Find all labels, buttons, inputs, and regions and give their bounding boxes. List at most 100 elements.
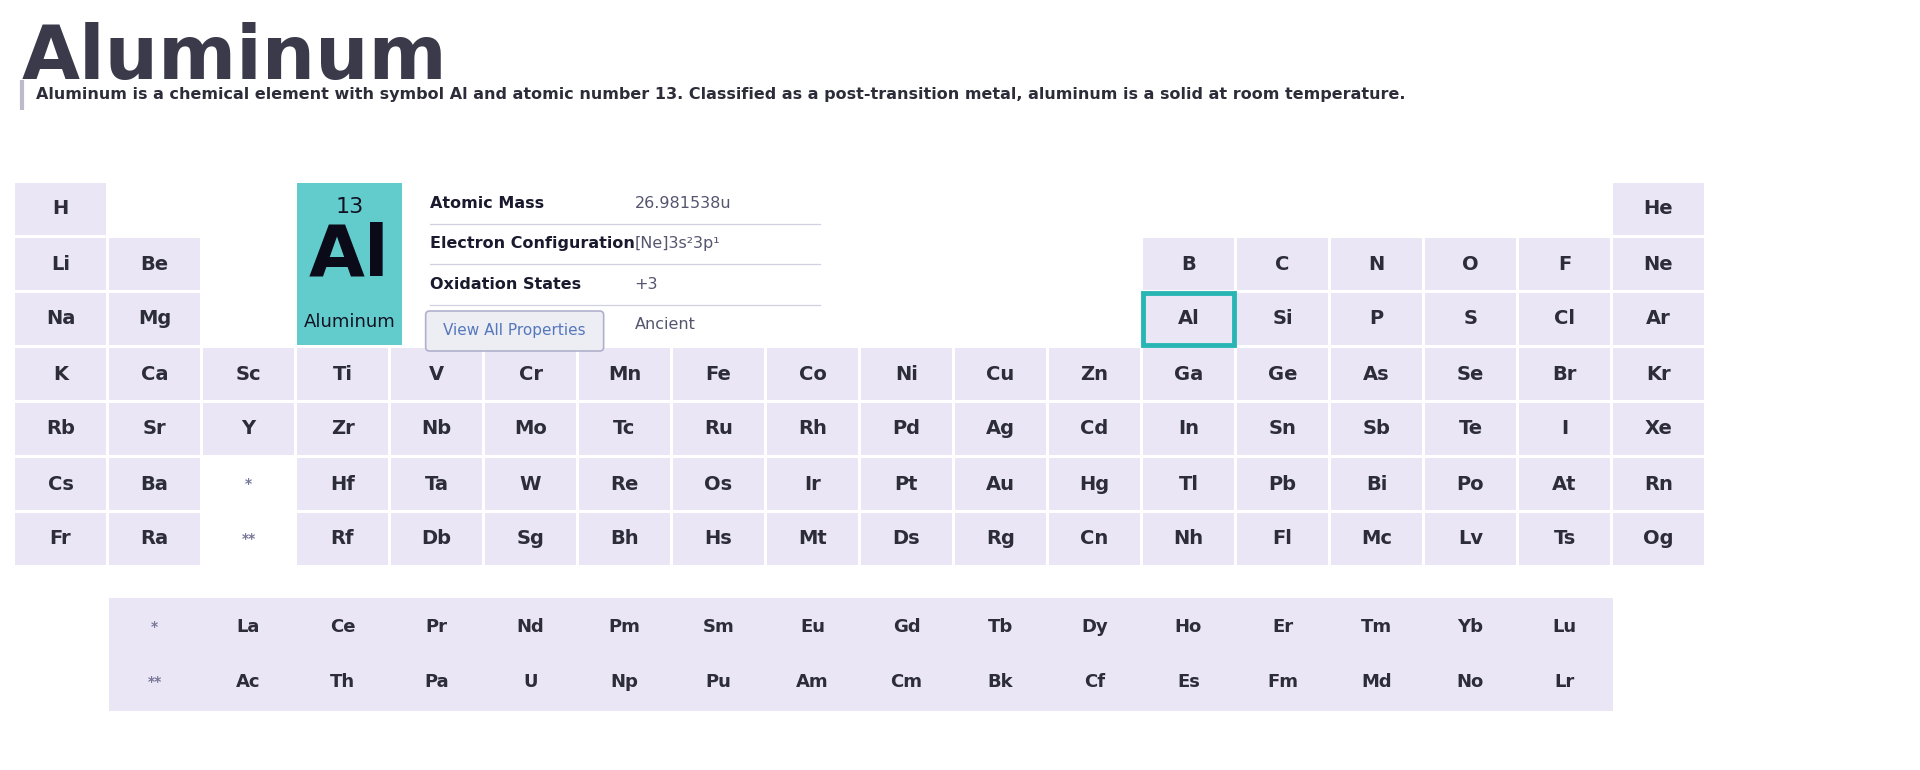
Bar xyxy=(204,601,294,653)
Text: Tc: Tc xyxy=(612,420,636,438)
Bar xyxy=(1331,601,1423,653)
Text: Te: Te xyxy=(1459,420,1482,438)
Text: Br: Br xyxy=(1551,364,1576,383)
Bar xyxy=(580,348,670,400)
Text: Sr: Sr xyxy=(142,420,167,438)
Bar xyxy=(1142,403,1235,455)
Bar xyxy=(392,348,482,400)
Text: C: C xyxy=(1275,255,1290,273)
Bar xyxy=(1425,238,1517,290)
Bar xyxy=(109,403,200,455)
Bar xyxy=(1519,601,1611,653)
Text: At: At xyxy=(1551,474,1576,494)
Bar xyxy=(298,458,388,510)
Text: Nd: Nd xyxy=(516,618,545,636)
Bar xyxy=(1425,513,1517,565)
Text: Mg: Mg xyxy=(138,310,171,329)
Text: Si: Si xyxy=(1273,310,1292,329)
Bar xyxy=(674,458,764,510)
Text: Sm: Sm xyxy=(703,618,733,636)
Bar xyxy=(1142,656,1235,708)
Text: Tm: Tm xyxy=(1361,618,1392,636)
Text: Zr: Zr xyxy=(330,420,355,438)
Text: Re: Re xyxy=(611,474,639,494)
Bar xyxy=(674,656,764,708)
Bar xyxy=(580,513,670,565)
Text: *: * xyxy=(246,477,252,491)
Text: Mc: Mc xyxy=(1361,530,1392,548)
Bar xyxy=(1613,293,1705,345)
Bar xyxy=(766,348,858,400)
Text: Mo: Mo xyxy=(515,420,547,438)
Bar xyxy=(1331,403,1423,455)
Bar xyxy=(15,238,106,290)
Bar xyxy=(298,348,388,400)
Bar xyxy=(1142,293,1235,345)
Bar xyxy=(109,458,200,510)
Text: O: O xyxy=(1463,255,1478,273)
Text: Cd: Cd xyxy=(1081,420,1108,438)
Text: Ta: Ta xyxy=(424,474,449,494)
Text: Sg: Sg xyxy=(516,530,545,548)
Text: Fm: Fm xyxy=(1267,673,1298,691)
Bar xyxy=(1613,348,1705,400)
Text: Ancient: Ancient xyxy=(636,317,695,332)
Bar xyxy=(204,656,294,708)
Text: No: No xyxy=(1457,673,1484,691)
Bar xyxy=(860,348,952,400)
Bar xyxy=(1236,403,1329,455)
Text: Rf: Rf xyxy=(330,530,355,548)
Text: Sb: Sb xyxy=(1363,420,1390,438)
Bar xyxy=(486,656,576,708)
Text: La: La xyxy=(236,618,261,636)
Text: Cu: Cu xyxy=(987,364,1014,383)
Text: P: P xyxy=(1369,310,1384,329)
Bar xyxy=(954,513,1046,565)
Bar xyxy=(766,513,858,565)
Text: Ba: Ba xyxy=(140,474,169,494)
FancyBboxPatch shape xyxy=(426,311,603,351)
Text: Pt: Pt xyxy=(895,474,918,494)
Bar xyxy=(766,458,858,510)
Bar xyxy=(580,458,670,510)
Text: W: W xyxy=(520,474,541,494)
Text: Hg: Hg xyxy=(1079,474,1110,494)
Text: Rh: Rh xyxy=(799,420,828,438)
Text: Fl: Fl xyxy=(1273,530,1292,548)
Text: Lr: Lr xyxy=(1555,673,1574,691)
Bar xyxy=(1425,601,1517,653)
Bar xyxy=(766,656,858,708)
Text: *: * xyxy=(152,620,157,634)
Bar xyxy=(954,656,1046,708)
Bar xyxy=(1425,458,1517,510)
Bar xyxy=(954,458,1046,510)
Bar xyxy=(580,601,670,653)
Bar xyxy=(1425,403,1517,455)
Bar xyxy=(1142,348,1235,400)
Bar xyxy=(1331,458,1423,510)
Text: Ga: Ga xyxy=(1173,364,1204,383)
Text: Se: Se xyxy=(1457,364,1484,383)
Bar xyxy=(486,403,576,455)
Text: Rg: Rg xyxy=(987,530,1016,548)
Text: Cn: Cn xyxy=(1081,530,1108,548)
Text: Hf: Hf xyxy=(330,474,355,494)
Bar xyxy=(1613,513,1705,565)
Bar xyxy=(109,238,200,290)
Text: Og: Og xyxy=(1644,530,1674,548)
Bar xyxy=(1425,656,1517,708)
Bar xyxy=(1236,238,1329,290)
Text: Ti: Ti xyxy=(332,364,353,383)
Text: Nh: Nh xyxy=(1173,530,1204,548)
Bar xyxy=(15,348,106,400)
Text: I: I xyxy=(1561,420,1569,438)
Text: Au: Au xyxy=(987,474,1016,494)
Text: +3: +3 xyxy=(636,276,659,292)
Bar xyxy=(109,348,200,400)
Bar xyxy=(1048,403,1140,455)
Text: Cf: Cf xyxy=(1085,673,1106,691)
Text: Aluminum: Aluminum xyxy=(21,22,447,95)
Bar xyxy=(1236,656,1329,708)
Text: Pb: Pb xyxy=(1269,474,1296,494)
Text: Am: Am xyxy=(797,673,829,691)
